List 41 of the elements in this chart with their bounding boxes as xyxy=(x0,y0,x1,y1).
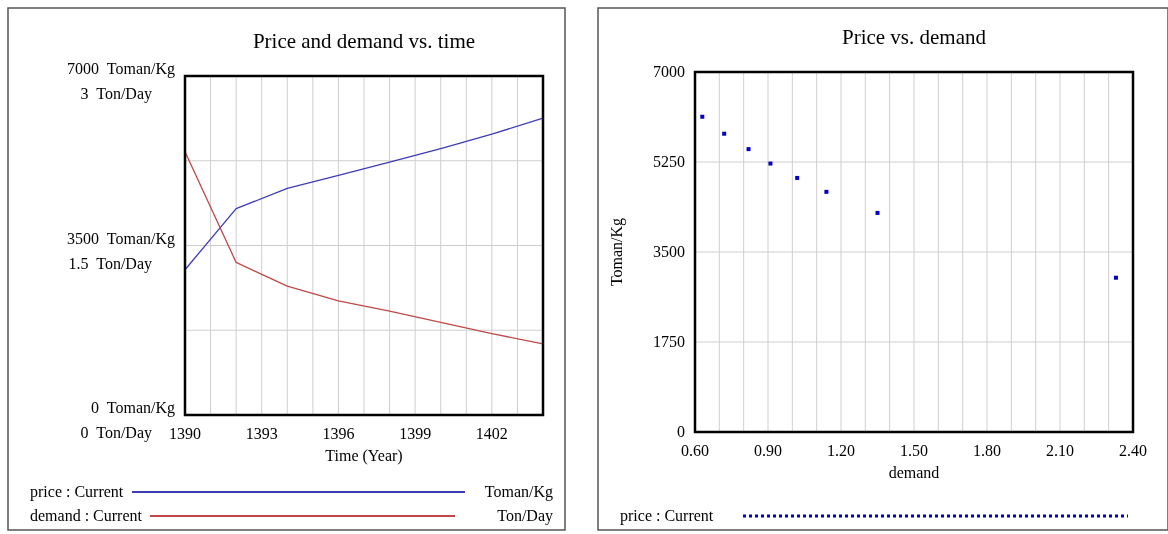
point xyxy=(746,147,751,152)
x-tick-label: 0.90 xyxy=(754,442,782,459)
x-tick-label: 1.80 xyxy=(973,442,1001,459)
y-tick-label: 1750 xyxy=(653,333,685,350)
x-tick-label: 1.50 xyxy=(900,442,928,459)
text: price : Current xyxy=(620,507,714,525)
text: Toman/Kg xyxy=(484,483,553,501)
x-tick-label: 1399 xyxy=(399,425,432,442)
point xyxy=(875,210,880,215)
y-tick-label: 7000 xyxy=(653,63,685,80)
point xyxy=(824,189,829,194)
y-tick-label: 3500 xyxy=(653,243,685,260)
y-tick-label: 0 xyxy=(677,423,685,440)
x-tick-label: 2.10 xyxy=(1046,442,1074,459)
x-tick-label: 1.20 xyxy=(827,442,855,459)
text: Ton/Day xyxy=(497,507,553,525)
x-tick-label: 1390 xyxy=(169,425,201,442)
x-tick-label: 2.40 xyxy=(1119,442,1147,459)
x-tick-label: 0.60 xyxy=(681,442,709,459)
point xyxy=(795,175,800,180)
y2-tick-label: 1.5 Ton/Day xyxy=(68,254,152,273)
point xyxy=(768,161,773,166)
x-tick-label: 1393 xyxy=(245,425,278,442)
point xyxy=(700,114,705,119)
y-tick-label: 3500 Toman/Kg xyxy=(67,229,175,248)
chart-title: Price vs. demand xyxy=(841,25,987,49)
x-axis-title: demand xyxy=(888,464,940,481)
y-tick-label: 7000 Toman/Kg xyxy=(67,60,175,78)
x-axis-title: Time (Year) xyxy=(325,447,403,465)
y-tick-label: 5250 xyxy=(653,153,685,170)
x-tick-label: 1402 xyxy=(475,425,508,442)
y2-tick-label: 3 Ton/Day xyxy=(80,85,152,103)
y-axis-title: Toman/Kg xyxy=(608,217,626,287)
point xyxy=(1113,275,1118,280)
y-tick-label: 0 Toman/Kg xyxy=(91,399,175,417)
legend-label: price : Current xyxy=(30,483,124,501)
chart-title: Price and demand vs. time xyxy=(252,29,476,53)
y2-tick-label: 0 Ton/Day xyxy=(80,424,152,442)
x-tick-label: 1396 xyxy=(322,425,355,442)
legend-label: demand : Current xyxy=(30,507,143,524)
point xyxy=(722,131,727,136)
